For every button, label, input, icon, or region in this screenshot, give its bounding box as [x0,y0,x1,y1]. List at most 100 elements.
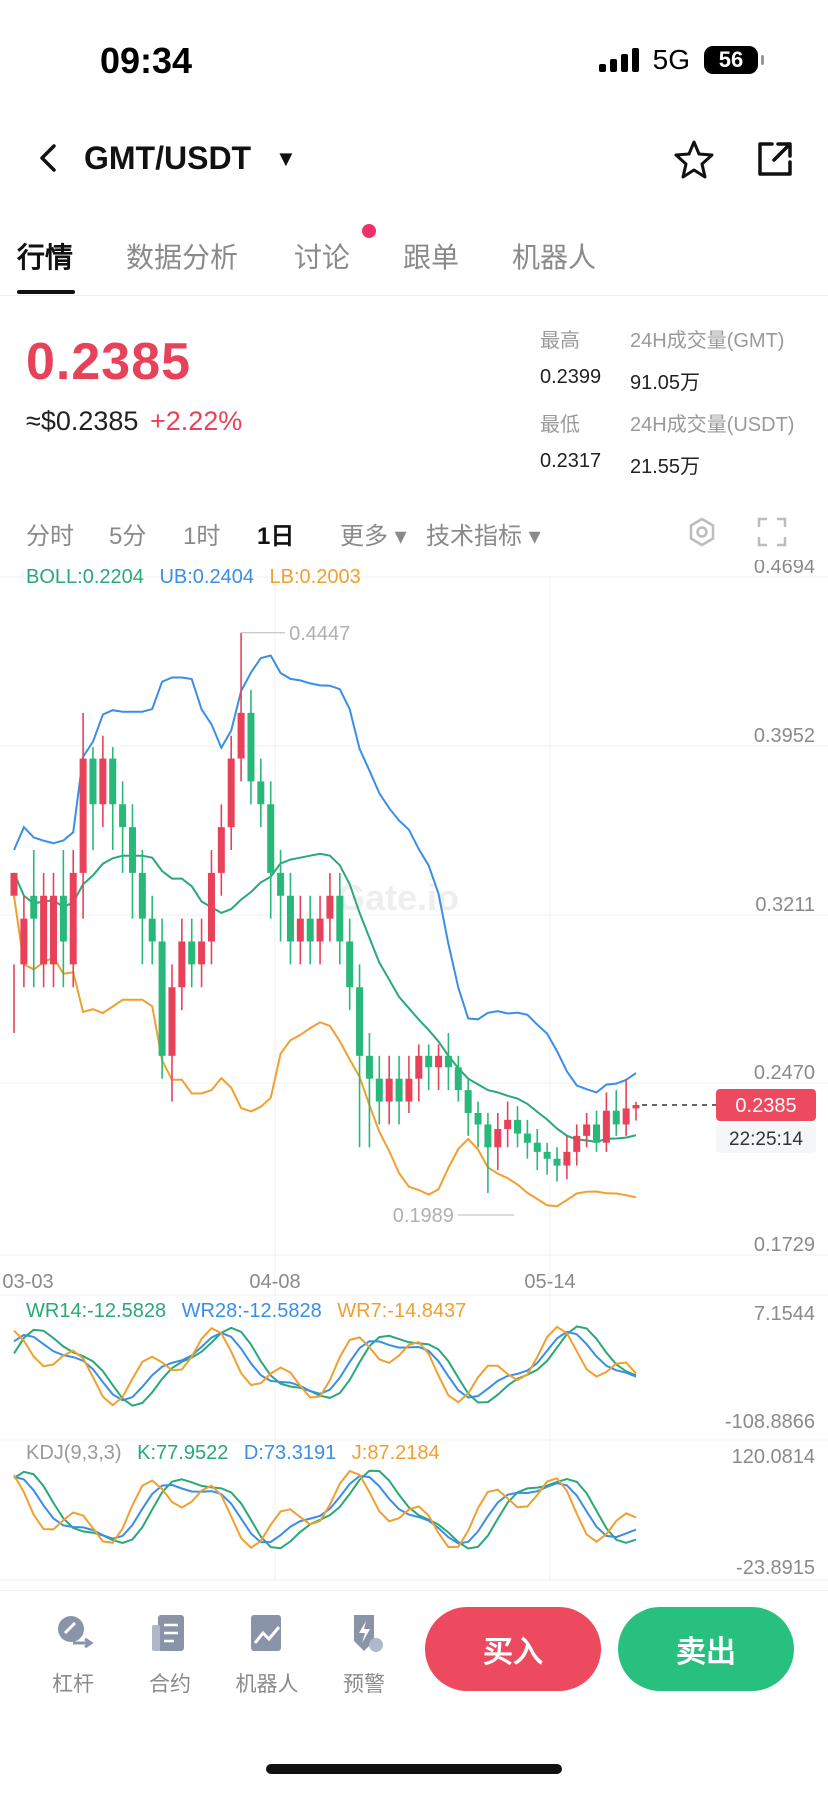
candle-body [267,804,275,873]
high-label: 最高 [540,330,580,352]
indicators-dropdown[interactable]: 技术指标 ▾ [426,523,541,550]
candle-body [49,895,57,965]
candle-body [504,1119,512,1130]
candle-body [593,1124,601,1143]
fullscreen-icon[interactable] [756,516,788,548]
candle-body [89,758,97,805]
candle-body [484,1124,492,1148]
panel-max-label: 120.0814 [732,1446,815,1468]
candle-body [464,1090,472,1113]
wr14-value: WR14:-12.5828 [26,1300,167,1322]
status-bar: 09:34 5G 56 [0,0,828,120]
settings-icon[interactable] [686,516,718,548]
candle-body [128,827,136,873]
interval-1h[interactable]: 1时 [183,523,221,550]
vol-gmt-value: 91.05万 [630,372,701,394]
alert-button[interactable]: 预警 [329,1611,399,1698]
leverage-button[interactable]: 杠杆 [38,1611,108,1698]
candle-body [444,1055,452,1068]
kdj-params: KDJ(9,3,3) [26,1442,122,1464]
candle-body [40,895,48,965]
interval-timeshare[interactable]: 分时 [26,523,74,550]
leverage-icon [58,1616,94,1649]
back-icon[interactable] [34,138,66,178]
candle-body [346,941,354,988]
boll-middle-band [13,852,637,1144]
boll-value: BOLL:0.2204 [26,566,144,588]
kdj-k-line [13,1469,637,1550]
sell-button[interactable]: 卖出 [618,1607,794,1691]
candle-body [543,1151,551,1159]
tab-market[interactable]: 行情 [17,242,74,273]
alert-icon [354,1615,383,1652]
y-tick-label: 0.3211 [755,894,815,916]
kdj-j: J:87.2184 [351,1442,440,1464]
usd-price-row: ≈$0.2385 +2.22% [26,406,242,437]
candle-body [622,1108,630,1125]
wr7-value: WR7:-14.8437 [337,1300,467,1322]
countdown-box [716,1122,816,1153]
robot-label: 机器人 [235,1673,299,1696]
more-intervals-dropdown[interactable]: 更多 ▾ [340,523,407,550]
wr-legend: WR14:-12.5828 WR28:-12.5828 WR7:-14.8437 [26,1300,476,1323]
max-price-label: 0.4447 [289,623,350,645]
candle-body [10,872,18,896]
vol-usdt-value: 21.55万 [630,456,701,478]
contract-button[interactable]: 合约 [135,1611,205,1698]
candle-body [138,872,146,919]
price-block: 0.2385 ≈$0.2385 +2.22% [26,332,242,437]
candle-body [533,1142,541,1152]
candle-body [247,712,255,782]
candle-body [296,918,304,942]
wr14-line [13,1325,637,1407]
home-indicator [266,1764,562,1774]
candle-body [563,1151,571,1166]
tab-bar: 行情 数据分析 讨论 跟单 机器人 [0,228,828,296]
candle-body [385,1078,393,1102]
candle-body [612,1110,620,1125]
boll-middle-line [13,852,637,1144]
tab-copy-trading[interactable]: 跟单 [403,242,460,273]
star-icon[interactable] [672,138,716,182]
candle-body [494,1129,502,1148]
interval-5m[interactable]: 5分 [109,523,147,550]
candle-body [286,895,294,942]
leverage-label: 杠杆 [52,1673,94,1696]
candle-body [405,1078,413,1102]
candles [10,632,640,1194]
x-tick-label: 03-03 [2,1271,53,1293]
share-icon[interactable] [754,138,796,180]
candle-body [326,895,334,919]
candle-body [336,895,344,942]
panel-max-label: 7.1544 [754,1303,815,1325]
current-price-tag [716,1088,816,1121]
candle-body [583,1124,591,1136]
buy-button[interactable]: 买入 [425,1607,601,1691]
candlestick-chart[interactable]: Gate.io 0.46940.39520.32110.24700.172903… [0,560,828,1590]
tab-robot[interactable]: 机器人 [512,242,597,273]
boll-lower-band [13,895,637,1208]
tab-data-analysis[interactable]: 数据分析 [126,242,239,273]
kdj-indicator-panel: 120.0814 -23.8915 [13,1446,815,1579]
candle-body [356,987,364,1056]
candle-body [148,918,156,942]
candle-body [188,941,196,965]
candle-body [198,941,206,965]
pair-title[interactable]: GMT/USDT [84,140,252,176]
candle-body [395,1078,403,1102]
candle-body [178,941,186,988]
price-change: +2.22% [149,406,243,436]
candle-body [119,804,127,828]
candle-body [237,712,245,759]
candle-body [425,1055,433,1068]
interval-1d[interactable]: 1日 [257,523,295,550]
chart-labels: 0.4694 0.3952 0.3211 0.2470 0.1729 03-03 04-08… [2,560,816,1293]
candle-body [109,758,117,805]
chevron-down-icon[interactable]: ▼ [275,146,297,171]
low-value: 0.2317 [540,450,602,472]
candle-body [632,1104,640,1109]
candle-body [316,918,324,942]
contract-label: 合约 [149,1673,191,1696]
robot-button[interactable]: 机器人 [232,1611,302,1698]
tab-discussion[interactable]: 讨论 [294,242,351,273]
